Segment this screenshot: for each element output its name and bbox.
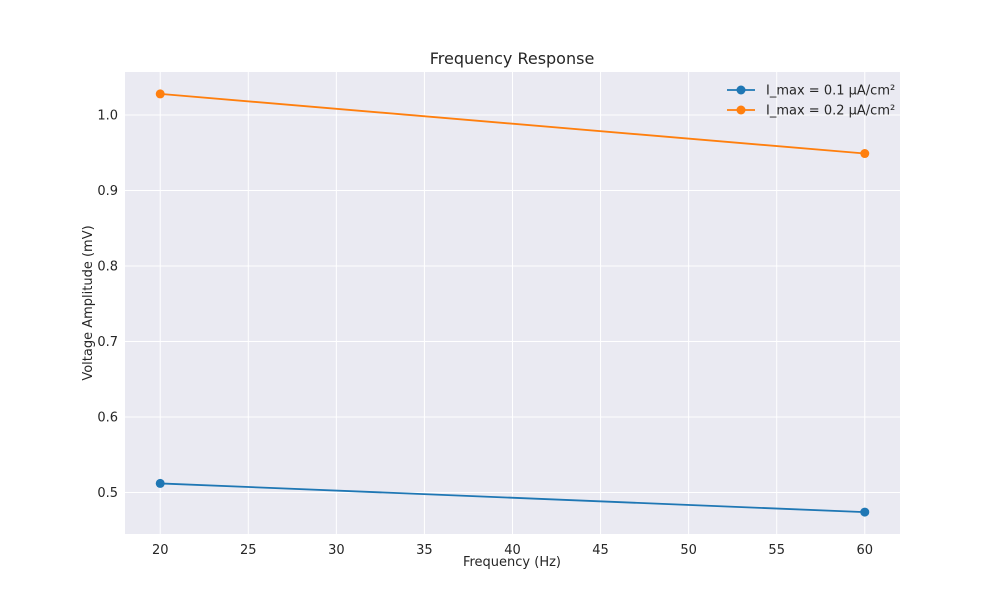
y-ticks: 0.5 0.6 0.7 0.8 0.9 1.0 [97,109,118,501]
x-ticks: 20 25 30 35 40 45 50 55 60 [152,543,873,558]
x-tick-label: 40 [504,543,521,558]
grid [125,72,900,534]
x-tick-label: 55 [768,543,785,558]
x-tick-label: 30 [328,543,345,558]
series-1 [155,478,870,517]
data-point [155,478,165,488]
legend-entry: I_max = 0.1 μA/cm² [727,84,895,99]
x-tick-label: 25 [240,543,257,558]
x-tick-label: 20 [152,543,169,558]
y-tick-label: 1.0 [97,109,118,124]
data-point [155,89,165,99]
data-point [860,149,870,159]
legend-marker [736,85,746,95]
x-tick-label: 35 [416,543,433,558]
legend: I_max = 0.1 μA/cm² I_max = 0.2 μA/cm² [727,84,895,119]
data-point [860,507,870,517]
x-tick-label: 60 [856,543,873,558]
y-tick-label: 0.5 [97,486,118,501]
legend-entry: I_max = 0.2 μA/cm² [727,104,895,119]
chart-title: Frequency Response [430,49,595,68]
series-layer [155,89,870,517]
legend-label: I_max = 0.2 μA/cm² [766,104,895,119]
x-tick-label: 45 [592,543,609,558]
series-2 [155,89,870,159]
y-axis-label: Voltage Amplitude (mV) [81,225,96,380]
x-axis-label: Frequency (Hz) [463,555,561,570]
series-line [160,482,865,514]
y-tick-label: 0.8 [97,260,118,275]
y-tick-label: 0.6 [97,410,118,425]
legend-label: I_max = 0.1 μA/cm² [766,84,895,99]
y-tick-label: 0.7 [97,335,118,350]
x-tick-label: 50 [680,543,697,558]
legend-marker [736,105,746,115]
series-line [160,92,865,155]
y-tick-label: 0.9 [97,184,118,199]
